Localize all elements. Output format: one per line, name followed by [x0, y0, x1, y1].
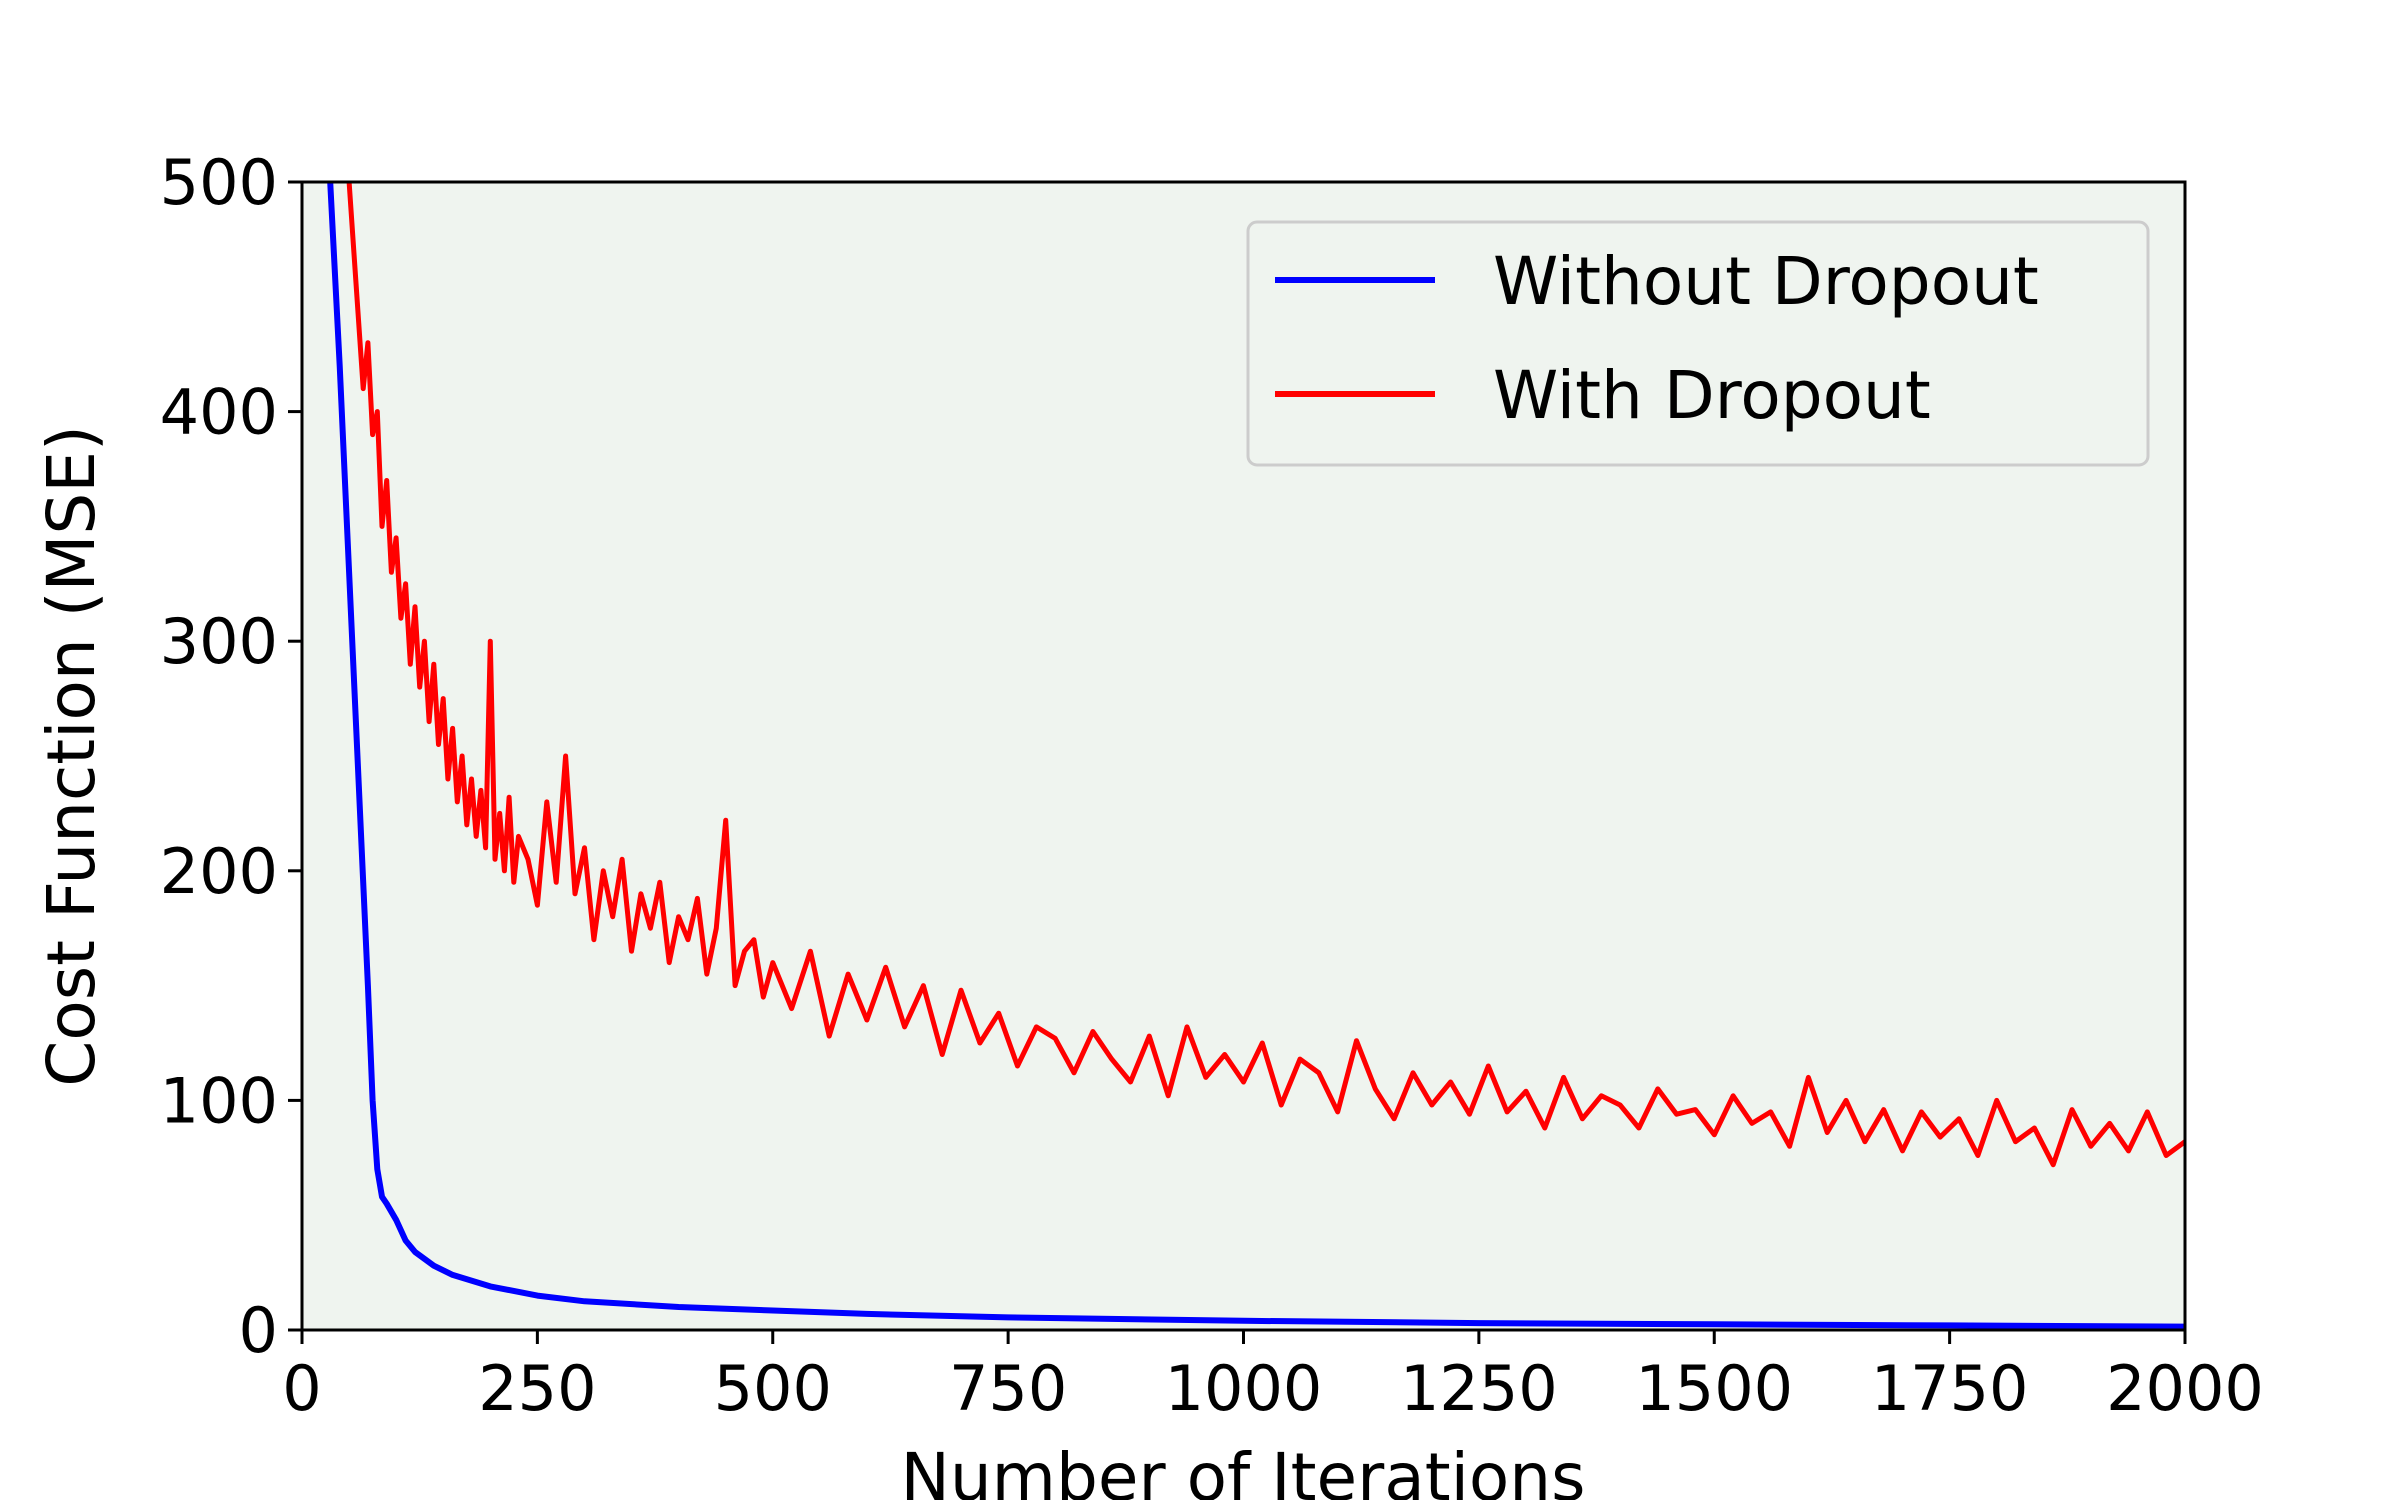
legend-box — [1246, 220, 2150, 467]
legend-label-with-dropout: With Dropout — [1493, 357, 1931, 434]
legend-label-without-dropout: Without Dropout — [1493, 243, 2039, 320]
y-axis-ticks: 0 100 200 300 400 500 — [160, 146, 302, 1367]
x-tick-label: 250 — [478, 1352, 596, 1425]
y-tick-label: 200 — [160, 835, 278, 908]
x-tick-label: 500 — [714, 1352, 832, 1425]
y-tick-label: 100 — [160, 1064, 278, 1137]
x-tick-label: 0 — [282, 1352, 321, 1425]
y-tick-label: 0 — [239, 1294, 278, 1367]
x-tick-label: 1000 — [1165, 1352, 1323, 1425]
x-axis-ticks: 0 250 500 750 1000 1250 1500 1750 2000 — [282, 1330, 2264, 1425]
x-axis-label: Number of Iterations — [900, 1439, 1585, 1500]
series-line-with-dropout — [346, 182, 2185, 1168]
series-layer — [327, 182, 2185, 1330]
y-tick-label: 400 — [160, 376, 278, 449]
x-tick-label: 2000 — [2106, 1352, 2264, 1425]
y-tick-label: 500 — [160, 146, 278, 219]
y-axis-label: Cost Function (MSE) — [33, 425, 110, 1086]
x-tick-label: 1750 — [1871, 1352, 2029, 1425]
y-tick-label: 300 — [160, 605, 278, 678]
x-tick-label: 1250 — [1400, 1352, 1558, 1425]
x-tick-label: 750 — [949, 1352, 1067, 1425]
legend: Without Dropout With Dropout — [1246, 220, 2150, 467]
series-line-without-dropout — [327, 182, 2185, 1330]
x-tick-label: 1500 — [1635, 1352, 1793, 1425]
